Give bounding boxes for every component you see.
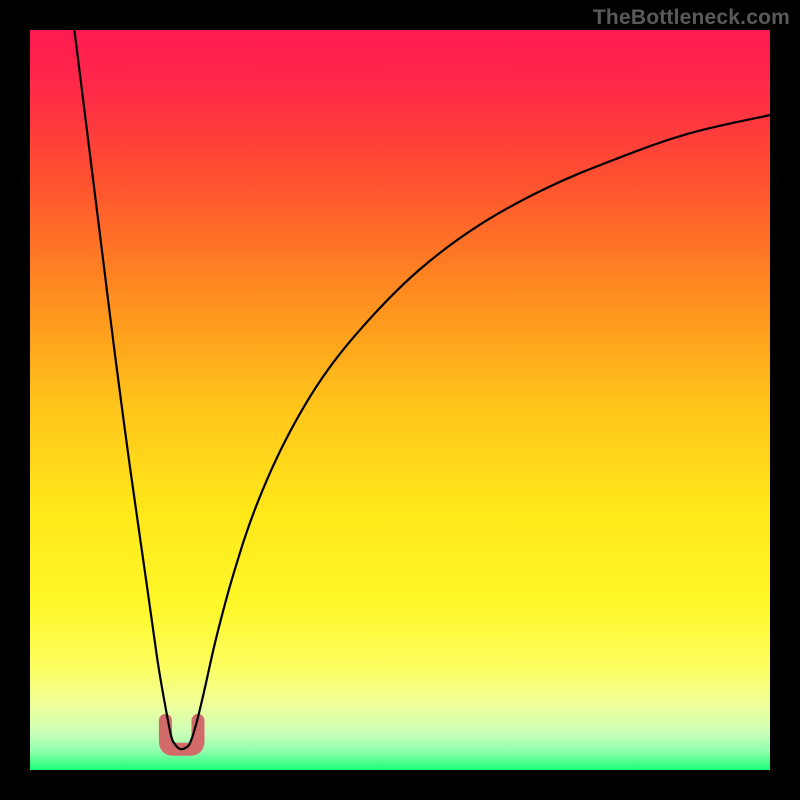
chart-svg bbox=[30, 30, 770, 770]
watermark-text: TheBottleneck.com bbox=[593, 6, 790, 30]
plot-area bbox=[30, 30, 770, 770]
chart-frame: TheBottleneck.com bbox=[0, 0, 800, 800]
gradient-background bbox=[30, 30, 770, 770]
